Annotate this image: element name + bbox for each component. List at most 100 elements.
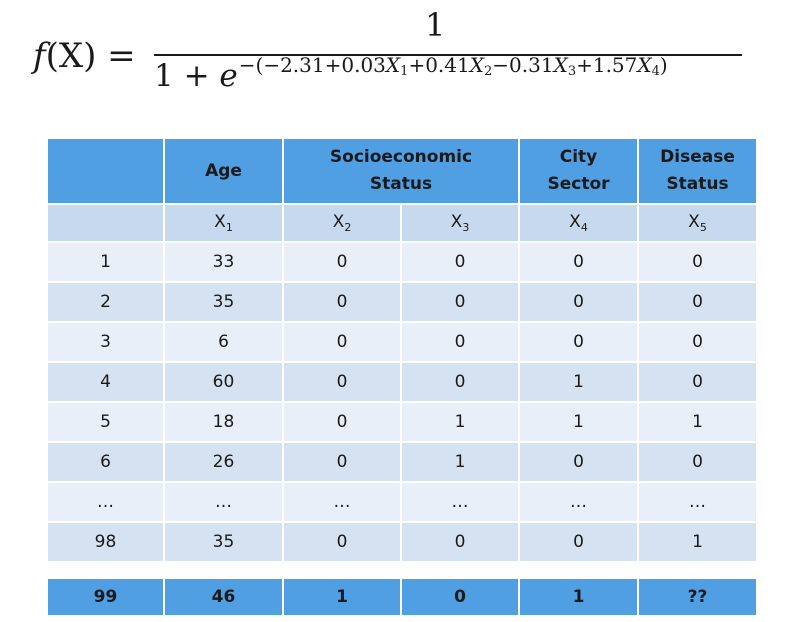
table-row: 1 33 0 0 0 0 bbox=[46, 241, 758, 283]
table-cell: 0 bbox=[637, 281, 758, 323]
formula-lhs-rest: (X) = bbox=[45, 36, 136, 76]
formula-den-base: 1 + bbox=[154, 58, 220, 94]
table-cell: 0 bbox=[400, 281, 520, 323]
table-cell: 0 bbox=[282, 321, 402, 363]
exp-prefix: −(−2.31+0.03 bbox=[238, 53, 386, 77]
formula-denominator: 1 + e−(−2.31+0.03X1+0.41X2−0.31X3+1.57X4… bbox=[154, 53, 668, 94]
table-cell: 0 bbox=[637, 441, 758, 483]
table-row: 98 35 0 0 0 1 bbox=[46, 521, 758, 563]
row-index-cell: … bbox=[46, 481, 165, 523]
table-cell: 0 bbox=[282, 401, 402, 443]
query-cell: 1 bbox=[518, 577, 639, 617]
logistic-formula: f(X) = 1 1 + e−(−2.31+0.03X1+0.41X2−0.31… bbox=[0, 0, 789, 115]
table-cell: 0 bbox=[518, 441, 639, 483]
header-disease-line2: Status bbox=[666, 174, 729, 194]
table-cell: 1 bbox=[637, 401, 758, 443]
table-cell: 0 bbox=[282, 361, 402, 403]
row-index-cell: 1 bbox=[46, 241, 165, 283]
table-row: 5 18 0 1 1 1 bbox=[46, 401, 758, 443]
table-cell: 1 bbox=[518, 361, 639, 403]
table-cell: … bbox=[637, 481, 758, 523]
table-cell: 1 bbox=[637, 521, 758, 563]
exp-term-3: X bbox=[553, 53, 568, 77]
header-city-line1: City bbox=[559, 147, 598, 167]
variable-cell: X4 bbox=[518, 203, 639, 243]
table-cell: 18 bbox=[163, 401, 284, 443]
fraction-bar bbox=[154, 54, 742, 56]
table-cell: … bbox=[400, 481, 520, 523]
header-disease-status: Disease Status bbox=[637, 137, 758, 205]
table-cell: 0 bbox=[637, 321, 758, 363]
table-row: ……………… bbox=[46, 481, 758, 523]
query-index-cell: 99 bbox=[46, 577, 165, 617]
table-cell: 0 bbox=[637, 361, 758, 403]
exp-term-4-sub: 4 bbox=[651, 64, 660, 79]
table-cell: 26 bbox=[163, 441, 284, 483]
exp-term-1: X bbox=[385, 53, 401, 77]
header-city-line2: Sector bbox=[547, 174, 610, 194]
row-index-cell: 3 bbox=[46, 321, 165, 363]
table-cell: 35 bbox=[163, 521, 284, 563]
data-table: Age Socioeconomic Status City Sector Disea… bbox=[46, 137, 758, 617]
table-cell: 33 bbox=[163, 241, 284, 283]
table-cell: 0 bbox=[282, 521, 402, 563]
exp-coef-2: +0.41 bbox=[408, 53, 470, 77]
exp-coef-3: −0.31 bbox=[492, 53, 554, 77]
exp-term-1-sub: 1 bbox=[400, 64, 409, 79]
row-index-cell: 4 bbox=[46, 361, 165, 403]
row-index-cell: 5 bbox=[46, 401, 165, 443]
table-cell: 0 bbox=[400, 521, 520, 563]
variable-index-cell bbox=[46, 203, 165, 243]
table-cell: … bbox=[163, 481, 284, 523]
header-row: Age Socioeconomic Status City Sector Disea… bbox=[46, 137, 758, 205]
variable-cell: X3 bbox=[400, 203, 520, 243]
table-cell: 0 bbox=[518, 241, 639, 283]
query-cell: 1 bbox=[282, 577, 402, 617]
variable-cell: X2 bbox=[282, 203, 402, 243]
formula-euler-e: e bbox=[219, 58, 238, 94]
exp-coef-4: +1.57 bbox=[576, 53, 638, 77]
variable-row: X1 X2 X3 X4 X5 bbox=[46, 203, 758, 243]
table-cell: … bbox=[282, 481, 402, 523]
table-cell: 0 bbox=[400, 241, 520, 283]
header-socio-line2: Status bbox=[369, 174, 433, 194]
formula-lhs: f(X) = bbox=[33, 36, 136, 76]
header-age: Age bbox=[163, 137, 284, 205]
exp-term-4: X bbox=[637, 53, 652, 77]
variable-cell: X5 bbox=[637, 203, 758, 243]
table-cell: 1 bbox=[400, 401, 520, 443]
exp-term-3-sub: 3 bbox=[567, 64, 577, 79]
header-socio-line1: Socioeconomic bbox=[329, 147, 473, 167]
header-age-label: Age bbox=[205, 160, 242, 181]
header-index bbox=[46, 137, 165, 205]
query-cell: 0 bbox=[400, 577, 520, 617]
query-cell: 46 bbox=[163, 577, 284, 617]
table-cell: 1 bbox=[518, 401, 639, 443]
row-index-cell: 2 bbox=[46, 281, 165, 323]
table-cell: 6 bbox=[163, 321, 284, 363]
table-cell: 0 bbox=[282, 281, 402, 323]
table-row: 6 26 0 1 0 0 bbox=[46, 441, 758, 483]
table-cell: 35 bbox=[163, 281, 284, 323]
formula-function-name: f bbox=[33, 36, 46, 76]
table-cell: 0 bbox=[518, 321, 639, 363]
table-cell: 0 bbox=[282, 241, 402, 283]
table-cell: 0 bbox=[637, 241, 758, 283]
header-socioeconomic: Socioeconomic Status bbox=[282, 137, 520, 205]
exp-suffix: ) bbox=[659, 53, 668, 77]
table-cell: 1 bbox=[400, 441, 520, 483]
table-cell: 0 bbox=[518, 281, 639, 323]
table-row: 2 35 0 0 0 0 bbox=[46, 281, 758, 323]
row-index-cell: 98 bbox=[46, 521, 165, 563]
exp-term-2: X bbox=[469, 53, 484, 77]
table-cell: … bbox=[518, 481, 639, 523]
variable-cell: X1 bbox=[163, 203, 284, 243]
formula-exponent: −(−2.31+0.03X1+0.41X2−0.31X3+1.57X4) bbox=[238, 53, 668, 79]
formula-numerator: 1 bbox=[425, 6, 446, 44]
header-disease-line1: Disease bbox=[660, 147, 735, 167]
table-cell: 0 bbox=[400, 321, 520, 363]
row-index-cell: 6 bbox=[46, 441, 165, 483]
row-spacer bbox=[46, 561, 758, 579]
header-city-sector: City Sector bbox=[518, 137, 639, 205]
